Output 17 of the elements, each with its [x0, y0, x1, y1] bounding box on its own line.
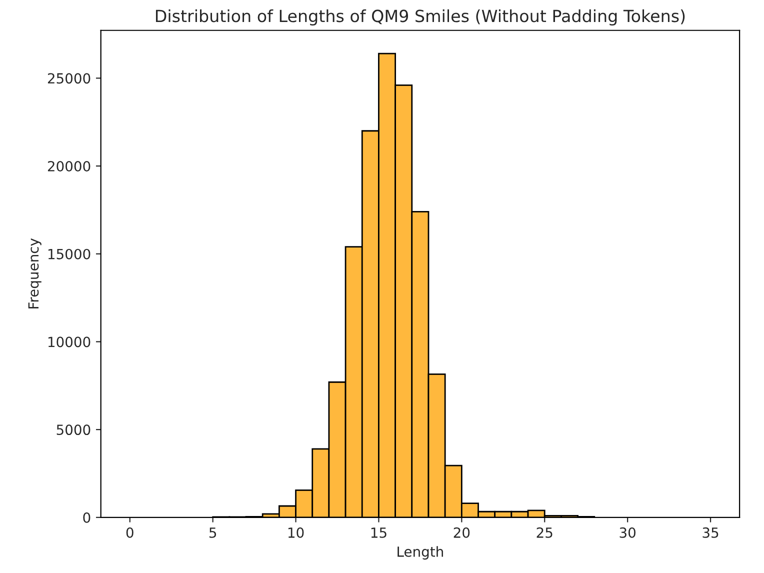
y-tick-label: 15000 [48, 248, 90, 260]
x-tick-label: 10 [288, 527, 304, 538]
x-tick-label: 0 [126, 527, 134, 538]
chart-title: Distribution of Lengths of QM9 Smiles (Without Padding Tokens) [156, 9, 685, 26]
y-axis-title: Frequency [28, 238, 42, 308]
x-tick-label: 35 [702, 527, 718, 538]
x-axis-title: Length [398, 546, 443, 560]
y-tick-label: 25000 [48, 73, 90, 84]
x-tick-label: 15 [371, 528, 386, 538]
x-tick-label: 30 [620, 527, 636, 538]
x-tick-label: 5 [209, 528, 216, 538]
y-tick-label: 10000 [48, 336, 90, 348]
y-tick-label: 0 [83, 512, 90, 523]
y-tick-label: 20000 [48, 160, 90, 172]
x-tick-label: 20 [454, 527, 470, 538]
x-tick-label: 25 [536, 527, 552, 538]
y-tick-label: 5000 [56, 424, 90, 436]
